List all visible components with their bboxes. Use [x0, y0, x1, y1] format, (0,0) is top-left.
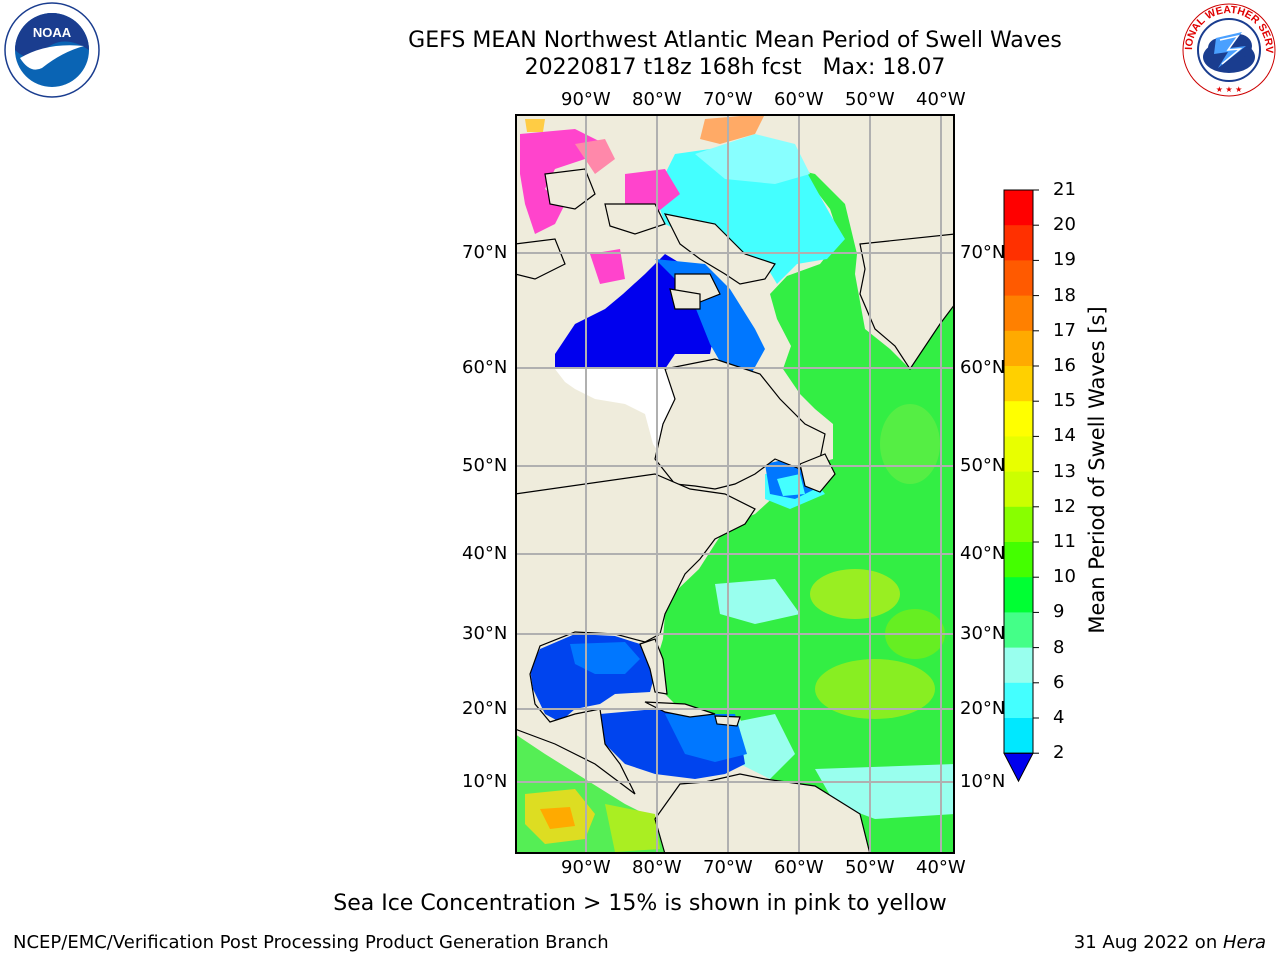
lon-label-bottom: 60°W [774, 857, 824, 878]
lat-label-right: 20°N [960, 698, 1006, 719]
colorbar-segment [1004, 190, 1033, 226]
colorbar-tick-label: 16 [1053, 355, 1076, 376]
colorbar-tick-label: 9 [1053, 601, 1065, 623]
land-arctic-islands [515, 238, 566, 280]
gulf-of-mexico-shelf [570, 642, 640, 674]
footer-credit: NCEP/EMC/Verification Post Processing Pr… [13, 932, 609, 953]
lon-label-top: 90°W [561, 89, 611, 110]
colorbar-tick-label: 11 [1053, 531, 1076, 552]
nws-logo: NATIONAL WEATHER SERVICE ★ ★ ★ [1180, 2, 1276, 97]
sea-ice [625, 169, 680, 214]
map-title: GEFS MEAN Northwest Atlantic Mean Period… [408, 28, 1062, 53]
noaa-logo-text: NOAA [33, 25, 72, 40]
ocean-baffin [655, 144, 845, 284]
colorbar-segment [1004, 506, 1033, 543]
colorbar-tick-label: 6 [1053, 671, 1065, 693]
colorbar-segment [1004, 401, 1033, 437]
colorbar-segment [1004, 295, 1033, 332]
colorbar-segment [1004, 612, 1033, 649]
swell-patch [815, 659, 935, 719]
sea-ice [700, 114, 765, 144]
colorbar-segment [1004, 471, 1033, 508]
svg-text:★ ★ ★: ★ ★ ★ [1216, 85, 1243, 94]
lon-label-bottom: 90°W [561, 857, 611, 878]
footer-date-text: 31 Aug 2022 on [1073, 932, 1223, 953]
lat-label-right: 70°N [960, 242, 1006, 263]
colorbar-tick-label: 4 [1053, 707, 1065, 728]
colorbar-segment [1004, 682, 1033, 719]
colorbar-segment [1004, 718, 1033, 754]
lat-label-left: 20°N [462, 698, 508, 719]
colorbar-tick-label: 18 [1053, 284, 1076, 306]
colorbar-segment [1004, 225, 1033, 261]
colorbar-segment [1004, 436, 1033, 473]
colorbar-tick-label: 19 [1053, 249, 1076, 271]
map-frame [515, 114, 955, 854]
sea-ice [590, 249, 625, 284]
noaa-logo: NOAA [4, 2, 100, 98]
colorbar-segment [1004, 647, 1033, 684]
lat-label-left: 60°N [462, 357, 508, 378]
colorbar-tick-label: 17 [1053, 319, 1076, 341]
land-southampton-island [669, 288, 701, 310]
land-newfoundland [799, 453, 836, 493]
lon-label-bottom: 80°W [632, 857, 682, 878]
colorbar-segment [1004, 542, 1033, 578]
colorbar-tick-label: 10 [1053, 566, 1076, 588]
lon-label-top: 40°W [916, 89, 966, 110]
lat-label-right: 10°N [960, 771, 1006, 792]
colorbar-segment [1004, 577, 1033, 613]
map-panel [515, 114, 955, 854]
colorbar-segment [1004, 330, 1033, 367]
hudson-strait [655, 259, 765, 379]
lat-label-right: 40°N [960, 543, 1006, 564]
colorbar-tick-label: 21 [1053, 179, 1076, 200]
lat-label-left: 70°N [462, 242, 508, 263]
colorbar-tick-label: 12 [1053, 495, 1076, 517]
eastern-pacific-long [605, 804, 660, 852]
colorbar [1003, 189, 1039, 783]
lat-label-left: 10°N [462, 771, 508, 792]
land-labrador [654, 358, 826, 490]
lat-label-right: 60°N [960, 357, 1006, 378]
footer-date: 31 Aug 2022 on Hera [1074, 932, 1266, 953]
lat-label-left: 50°N [462, 455, 508, 476]
sea-ice-note: Sea Ice Concentration > 15% is shown in … [333, 891, 947, 916]
lat-label-left: 30°N [462, 623, 508, 644]
sea-ice [525, 119, 545, 132]
swell-short-zone [815, 764, 955, 819]
lon-label-top: 50°W [845, 89, 895, 110]
land-florida [639, 638, 668, 695]
graticule [515, 114, 955, 854]
lon-label-bottom: 70°W [703, 857, 753, 878]
lon-label-bottom: 40°W [916, 857, 966, 878]
ocean-baffin-north [695, 134, 810, 184]
land-arctic-islands [604, 203, 666, 235]
colorbar-tick-label: 14 [1053, 425, 1076, 447]
colorbar-tick-label: 15 [1053, 390, 1076, 412]
lon-label-top: 60°W [774, 89, 824, 110]
colorbar-tick-label: 13 [1053, 460, 1076, 482]
swell-short-zone [715, 579, 800, 624]
colorbar-title: Mean Period of Swell Waves [s] [1085, 306, 1109, 634]
colorbar-tick-label: 8 [1053, 636, 1065, 658]
land-baffin-island [663, 213, 776, 285]
lat-label-left: 40°N [462, 543, 508, 564]
colorbar-segment [1004, 260, 1033, 297]
colorbar-tick-label: 2 [1053, 742, 1065, 764]
footer-machine: Hera [1222, 932, 1266, 953]
swell-patch [810, 569, 900, 619]
lon-label-top: 70°W [703, 89, 753, 110]
map-subtitle: 20220817 t18z 168h fcst Max: 18.07 [524, 55, 946, 80]
lat-label-right: 30°N [960, 623, 1006, 644]
swell-patch [880, 404, 940, 484]
colorbar-tick-label: 20 [1053, 214, 1076, 236]
lon-label-bottom: 50°W [845, 857, 895, 878]
caribbean-sea-east [665, 714, 747, 762]
lat-label-right: 50°N [960, 455, 1006, 476]
eastern-pacific-long [540, 807, 575, 829]
lon-label-top: 80°W [632, 89, 682, 110]
colorbar-segment [1004, 366, 1033, 402]
colorbar-extend-arrow [1003, 752, 1034, 783]
